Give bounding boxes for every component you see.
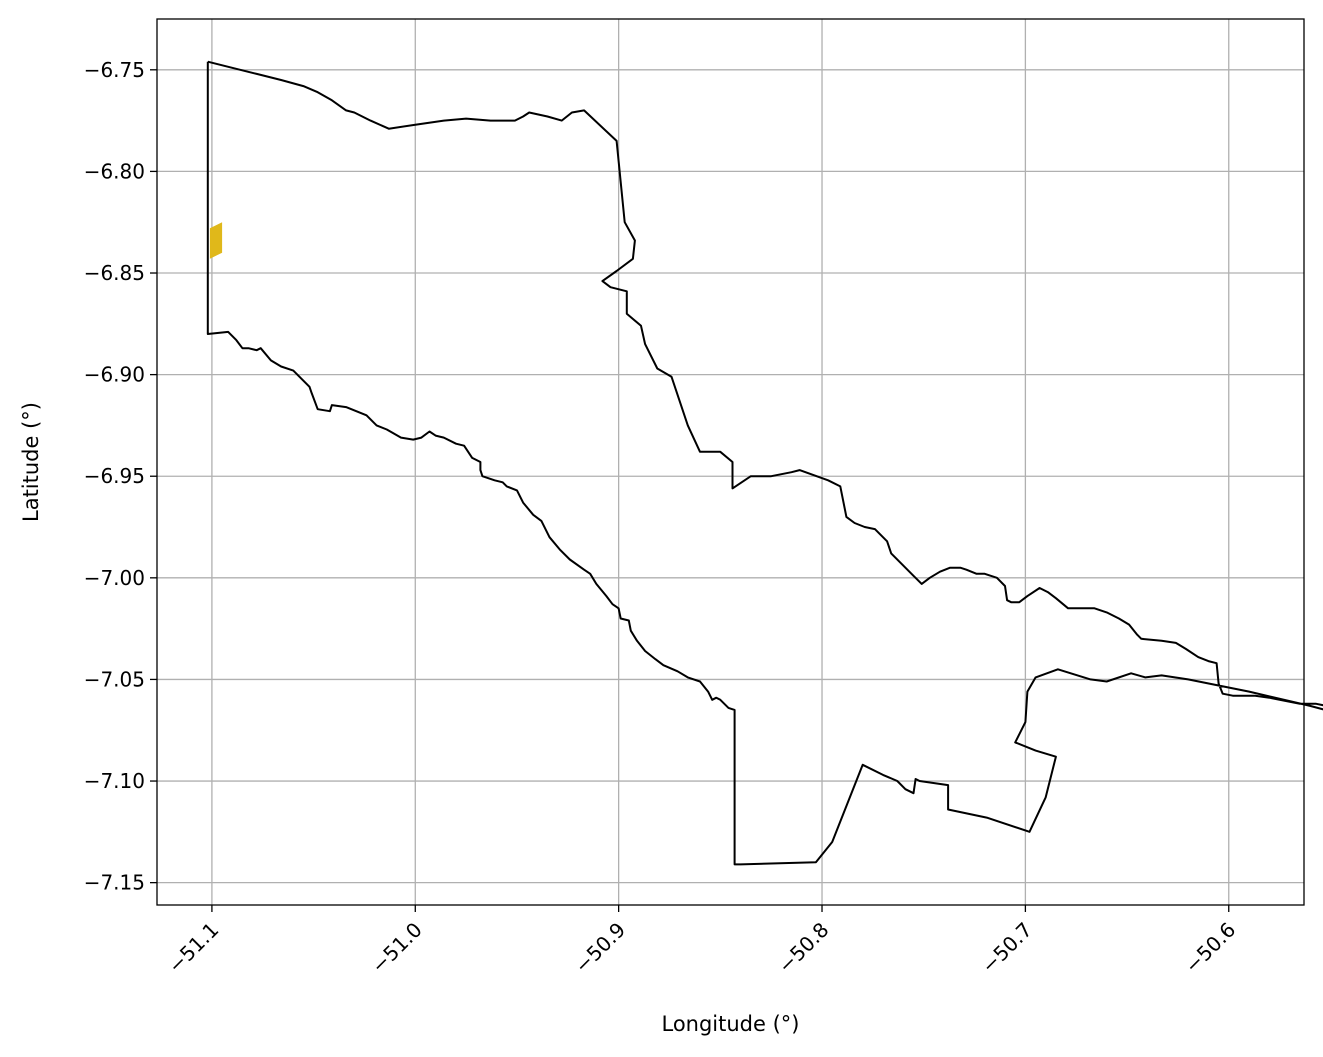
y-tick-label: −7.05 — [84, 667, 145, 691]
boundary-outline — [206, 60, 1323, 866]
y-tick-label: −6.75 — [84, 58, 145, 82]
x-axis-label: Longitude (°) — [661, 1012, 799, 1036]
plot-frame — [156, 18, 1305, 906]
y-tick-label: −7.10 — [84, 769, 145, 793]
y-tick-label: −7.00 — [84, 566, 145, 590]
highlighted-area — [209, 222, 223, 259]
y-axis-label: Latitude (°) — [19, 402, 43, 522]
y-tick-label: −6.85 — [84, 261, 145, 285]
y-tick-label: −7.15 — [84, 871, 145, 895]
y-tick-label: −6.90 — [84, 363, 145, 387]
y-tick-label: −6.80 — [84, 159, 145, 183]
map-layer — [206, 60, 1323, 866]
y-tick-label: −6.95 — [84, 464, 145, 488]
